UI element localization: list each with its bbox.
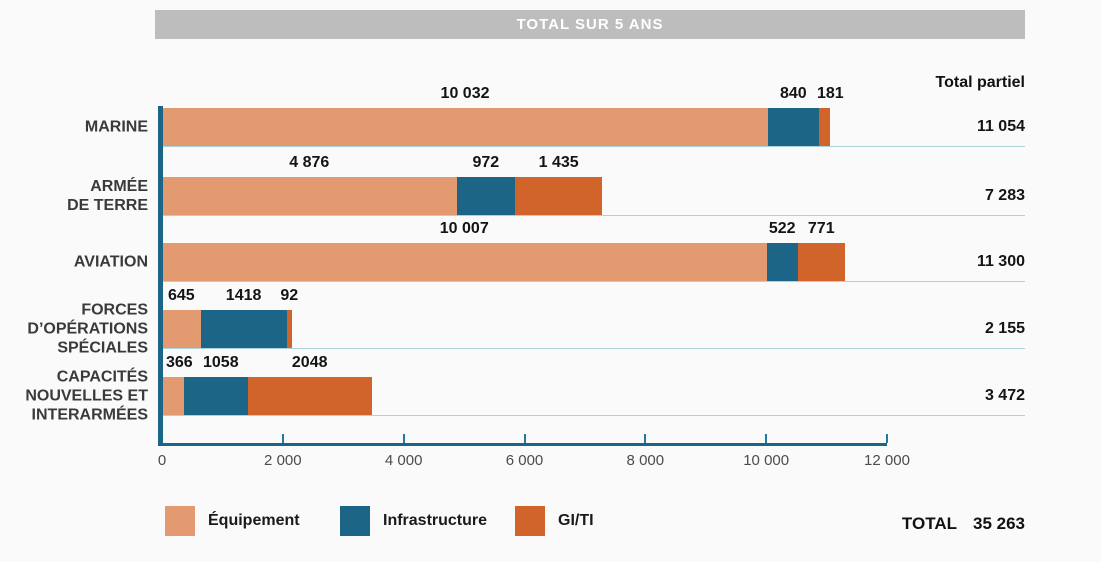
- x-tick-label: 10 000: [743, 452, 790, 469]
- legend-item-equipement: Équipement: [165, 506, 300, 536]
- x-tick-label: 4 000: [384, 452, 423, 469]
- x-axis-tick: [886, 434, 888, 443]
- bar-segment-infrastructure: [184, 377, 249, 415]
- bar-value-label: 645: [167, 287, 195, 304]
- bar-value-label: 1418: [225, 287, 262, 304]
- bar-segment-infrastructure: [766, 243, 799, 281]
- bar-value-label: 181: [816, 85, 844, 102]
- legend-swatch-1: [340, 506, 370, 536]
- bar-value-label: 840: [779, 85, 807, 102]
- bar-value-label: 1058: [203, 354, 239, 371]
- subtotal-column-header: Total partiel: [935, 74, 1026, 91]
- bar-segment-quipement: [162, 310, 201, 348]
- x-tick-label: 12 000: [864, 452, 910, 469]
- x-tick-label: 6 000: [505, 452, 544, 469]
- x-tick-label: 0: [157, 452, 167, 469]
- x-axis-tick: [281, 434, 284, 443]
- grand-total-label: TOTAL: [901, 514, 957, 533]
- row-separator: [159, 215, 1025, 216]
- bar-segment-infrastructure: [768, 108, 819, 146]
- bar-value-label: 2048: [291, 354, 328, 371]
- grand-total: TOTAL 35 263: [825, 514, 1025, 534]
- bar-value-label: 771: [807, 220, 835, 237]
- row-separator: [159, 146, 1025, 147]
- bar-segment-infrastructure: [200, 310, 287, 348]
- legend-swatch-0: [165, 506, 195, 536]
- legend-item-infrastructure: Infrastructure: [340, 506, 487, 536]
- legend-label-infrastructure: Infrastructure: [383, 512, 488, 529]
- category-label: ARMÉE DE TERRE: [67, 178, 148, 214]
- bar-value-label: 92: [280, 287, 299, 304]
- y-axis-line: [158, 106, 163, 446]
- row-subtotal: 11 054: [976, 118, 1025, 135]
- category-label: CAPACITÉS NOUVELLES ET INTERARMÉES: [25, 368, 148, 424]
- row-subtotal: 2 155: [984, 320, 1025, 337]
- bar-value-label: 522: [768, 220, 796, 237]
- bar-value-label: 366: [166, 354, 193, 371]
- x-axis-tick: [765, 434, 768, 443]
- bar-segment-giti: [515, 177, 602, 215]
- chart-title: TOTAL SUR 5 ANS: [516, 16, 664, 33]
- x-axis-tick: [644, 434, 647, 443]
- row-subtotal: 11 300: [976, 253, 1025, 270]
- x-axis-tick: [402, 434, 405, 443]
- x-tick-label: 8 000: [626, 452, 665, 469]
- row-subtotal: 3 472: [984, 387, 1025, 404]
- bar-value-label: 1 435: [538, 154, 579, 171]
- legend-item-giti: GI/TI: [515, 506, 594, 536]
- chart-title-band: TOTAL SUR 5 ANS: [155, 10, 1025, 39]
- category-label: MARINE: [84, 118, 148, 136]
- row-subtotal: 7 283: [984, 187, 1025, 204]
- bar-segment-quipement: [162, 243, 767, 281]
- bar-segment-quipement: [162, 108, 769, 146]
- bar-segment-giti: [286, 310, 293, 348]
- grand-total-value: 35 263: [973, 514, 1025, 533]
- bar-value-label: 4 876: [289, 154, 330, 171]
- bar-value-label: 10 032: [440, 85, 490, 102]
- bar-segment-infrastructure: [456, 177, 516, 215]
- bar-segment-giti: [248, 377, 372, 415]
- bar-value-label: 972: [472, 154, 500, 171]
- row-separator: [159, 348, 1025, 349]
- bar-segment-giti: [818, 108, 830, 146]
- category-label: AVIATION: [73, 253, 148, 271]
- bar-value-label: 10 007: [439, 220, 489, 237]
- bar-segment-quipement: [162, 377, 185, 415]
- x-axis-line: [158, 443, 887, 446]
- legend-swatch-2: [515, 506, 545, 536]
- category-label: FORCES D’OPÉRATIONS SPÉCIALES: [27, 301, 148, 357]
- row-separator: [159, 415, 1025, 416]
- x-tick-label: 2 000: [264, 452, 302, 469]
- bar-segment-quipement: [162, 177, 457, 215]
- x-axis-tick: [523, 434, 526, 443]
- legend-label-giti: GI/TI: [558, 512, 594, 529]
- bar-segment-giti: [798, 243, 845, 281]
- row-separator: [159, 281, 1025, 282]
- legend-label-equipement: Équipement: [208, 512, 300, 529]
